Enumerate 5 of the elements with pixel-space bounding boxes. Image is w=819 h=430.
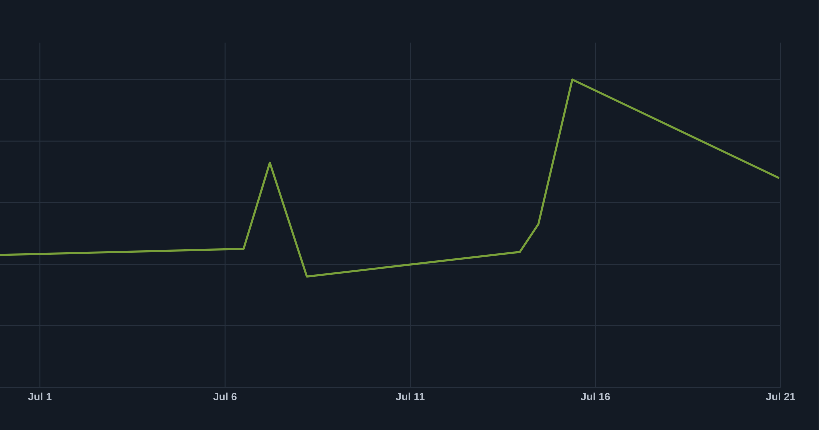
x-tick-label: Jul 6: [214, 392, 237, 400]
x-tick-label: Jul 11: [396, 392, 425, 400]
x-tick-label: Jul 21: [766, 392, 796, 400]
x-tick-label: Jul 16: [581, 392, 610, 400]
x-tick-label: Jul 1: [28, 392, 52, 400]
